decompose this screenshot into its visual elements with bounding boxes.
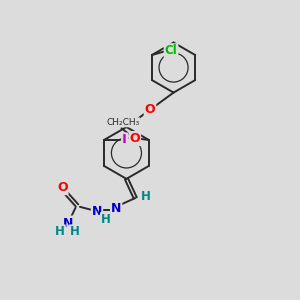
Text: O: O [145, 103, 155, 116]
Text: O: O [57, 181, 68, 194]
Text: H: H [55, 225, 65, 239]
Text: CH₂CH₃: CH₂CH₃ [106, 118, 140, 127]
Text: H: H [141, 190, 151, 203]
Text: N: N [92, 205, 102, 218]
Text: N: N [63, 217, 73, 230]
Text: O: O [129, 132, 140, 145]
Text: H: H [70, 225, 80, 239]
Text: N: N [111, 202, 121, 215]
Text: I: I [122, 134, 127, 146]
Text: Cl: Cl [165, 44, 177, 57]
Text: H: H [101, 213, 111, 226]
